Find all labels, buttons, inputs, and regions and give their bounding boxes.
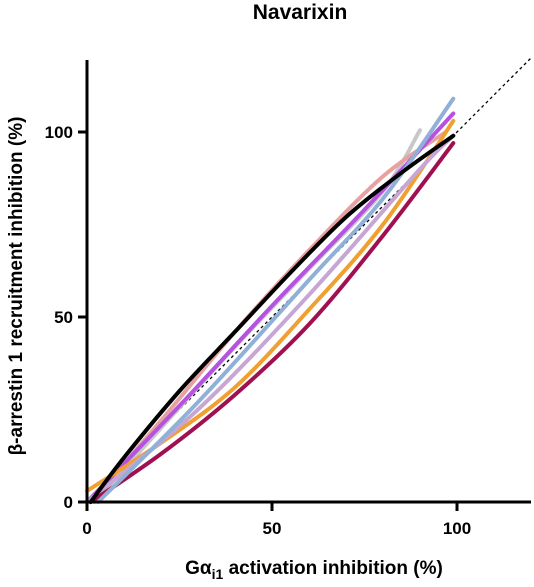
x-tick-label-50: 50 (263, 519, 282, 538)
x-tick-label-100: 100 (443, 519, 471, 538)
series-line-3 (85, 111, 456, 504)
y-tick-label-50: 50 (54, 308, 73, 327)
ticks: 0 50 100 0 50 100 (45, 123, 472, 538)
x-tick-label-0: 0 (82, 519, 91, 538)
series-line-8 (88, 133, 456, 504)
y-tick-label-100: 100 (45, 123, 73, 142)
x-axis-label-rest: activation inhibition (%) (223, 558, 443, 579)
x-axis-label-sub: i1 (212, 566, 224, 582)
x-axis-label-main: Gα (185, 558, 212, 579)
y-tick-label-0: 0 (64, 493, 73, 512)
x-axis-label: Gαi1 activation inhibition (%) (185, 558, 443, 582)
y-axis-label: β-arrestin 1 recruitment inhibition (%) (6, 117, 27, 456)
chart-title: Navarixin (253, 1, 348, 24)
plot-area (85, 57, 532, 504)
series-line-6 (88, 141, 456, 504)
